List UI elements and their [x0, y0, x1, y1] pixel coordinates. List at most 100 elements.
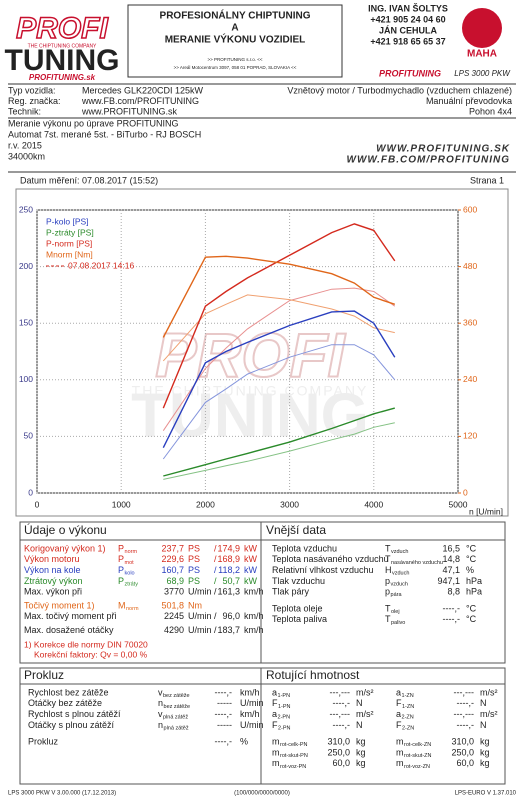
symbol: m: [396, 747, 404, 757]
row-value: ----,-: [443, 603, 461, 613]
row-value: 47,1: [442, 565, 460, 575]
row-unit: N: [480, 698, 487, 708]
row-value: 4290: [164, 625, 184, 635]
symbol: T: [385, 603, 391, 613]
chart-box: [15, 188, 509, 517]
line-series: [163, 407, 395, 477]
symbol-sub: mot: [125, 560, 135, 566]
symbol: n: [158, 720, 163, 730]
device: LPS 3000 PKW: [454, 69, 511, 78]
symbol: P: [118, 576, 124, 586]
row-value: 161,3: [217, 587, 240, 597]
row-unit: U/min: [188, 625, 212, 635]
data-box: [19, 521, 506, 664]
separator: /: [214, 543, 217, 553]
x-tick-label: 0: [35, 499, 40, 509]
row-value: ----,-: [457, 720, 475, 730]
symbol-sub: 1-ZN: [402, 704, 414, 710]
y2-tick-label: 360: [463, 317, 477, 327]
x-tick-label: 4000: [364, 499, 383, 509]
symbol: H: [385, 565, 392, 575]
section-title: Rotující hmotnost: [266, 668, 360, 682]
contact: ING. IVAN ŠOLTYS: [368, 2, 448, 13]
row-value: ---,---: [454, 709, 474, 719]
address: >> Areál Motocentrum 3097, 058 01 POPRAD…: [174, 65, 297, 70]
vehicle-spec: Vznětový motor / Turbodmychadlo (vzduche…: [287, 85, 512, 95]
x-tick-label: 5000: [449, 499, 468, 509]
page-number: Strana 1: [470, 175, 504, 185]
symbol: m: [272, 747, 280, 757]
legend-entry: P-ztráty [PS]: [46, 227, 94, 237]
row-label: Ztrátový výkon: [24, 576, 83, 586]
note: r.v. 2015: [8, 140, 42, 150]
row-value: 118,2: [218, 565, 240, 575]
row-label: Teplota paliva: [272, 614, 327, 624]
separator: /: [214, 625, 217, 635]
header-box: [127, 4, 343, 78]
row-unit: U/min: [188, 611, 212, 621]
row-unit: %: [240, 737, 248, 747]
row-value: 96,0: [222, 611, 240, 621]
row-value: 310,0: [327, 737, 350, 747]
row-label: Teplota vzduchu: [272, 543, 337, 553]
row-value: ----,-: [333, 720, 351, 730]
row-unit: km/h: [244, 625, 264, 635]
logo: PROFI: [16, 12, 108, 45]
symbol: n: [158, 698, 163, 708]
row-label: Otáčky s plnou zátěží: [28, 720, 115, 730]
symbol-sub: plná zátěž: [164, 725, 189, 731]
line-series: [162, 287, 396, 431]
row-unit: m/s²: [480, 709, 498, 719]
row-value: ---,---: [330, 709, 350, 719]
vehicle-spec: Manuální převodovka: [426, 96, 512, 106]
logo-url: PROFITUNING.sk: [29, 73, 96, 82]
symbol-sub: vzduch: [392, 571, 409, 577]
row-unit: U/min: [240, 720, 264, 730]
row-label: Relativní vlhkost vzduchu: [272, 565, 374, 575]
symbol-sub: kolo: [125, 571, 135, 577]
legend-entry: P-norm [PS]: [46, 238, 92, 248]
row-value: ----,-: [333, 698, 351, 708]
symbol-sub: plná zátěž: [163, 715, 188, 721]
symbol-sub: bez zátěže: [164, 704, 191, 710]
legend-entry: Mnorm [Nm]: [46, 249, 93, 259]
watermark: TUNING: [131, 381, 369, 450]
symbol: T: [385, 614, 391, 624]
x-tick-label: 2000: [196, 499, 215, 509]
symbol-sub: nasávaného vzduchu: [391, 560, 443, 566]
maha: MAHA: [467, 49, 497, 60]
row-value: 310,0: [451, 737, 474, 747]
symbol-sub: norm: [126, 606, 139, 612]
symbol-sub: rot-celk-PN: [280, 742, 308, 748]
row-value: 250,0: [451, 747, 474, 757]
symbol-sub: 1-PN: [278, 704, 291, 710]
legend-entry: 07.08.2017 14:16: [68, 260, 134, 270]
row-label: Prokluz: [28, 737, 59, 747]
row-unit: kW: [244, 576, 258, 586]
symbol-sub: rot-voz-ZN: [404, 764, 430, 770]
symbol-sub: rot-skut-PN: [280, 753, 308, 759]
symbol-sub: 2-PN: [278, 715, 291, 721]
symbol-sub: 2-ZN: [402, 725, 414, 731]
row-label: Teplota nasávaného vzduchu: [272, 554, 389, 564]
symbol: F: [272, 698, 278, 708]
row-value: 3770: [164, 587, 184, 597]
symbol: a: [272, 687, 277, 697]
symbol: T: [385, 543, 391, 553]
row-label: Výkon motoru: [24, 554, 80, 564]
row-value: ---,---: [454, 687, 474, 697]
row-label: Max. výkon při: [24, 587, 82, 597]
y2-tick-label: 480: [463, 261, 477, 271]
row-value: 501,8: [161, 600, 184, 610]
row-value: 60,0: [332, 758, 350, 768]
field-value: www.PROFITUNING.sk: [81, 106, 178, 116]
y-tick-label: 250: [19, 204, 33, 214]
line-series: [162, 294, 395, 362]
symbol: a: [396, 687, 401, 697]
row-unit: PS: [188, 565, 200, 575]
contact: JÁN CEHULA: [379, 25, 438, 35]
address: >> PROFITUNING s.r.o. <<: [207, 57, 262, 62]
row-value: -----: [217, 698, 232, 708]
row-unit: N: [480, 720, 487, 730]
row-label: Teplota oleje: [272, 603, 323, 613]
